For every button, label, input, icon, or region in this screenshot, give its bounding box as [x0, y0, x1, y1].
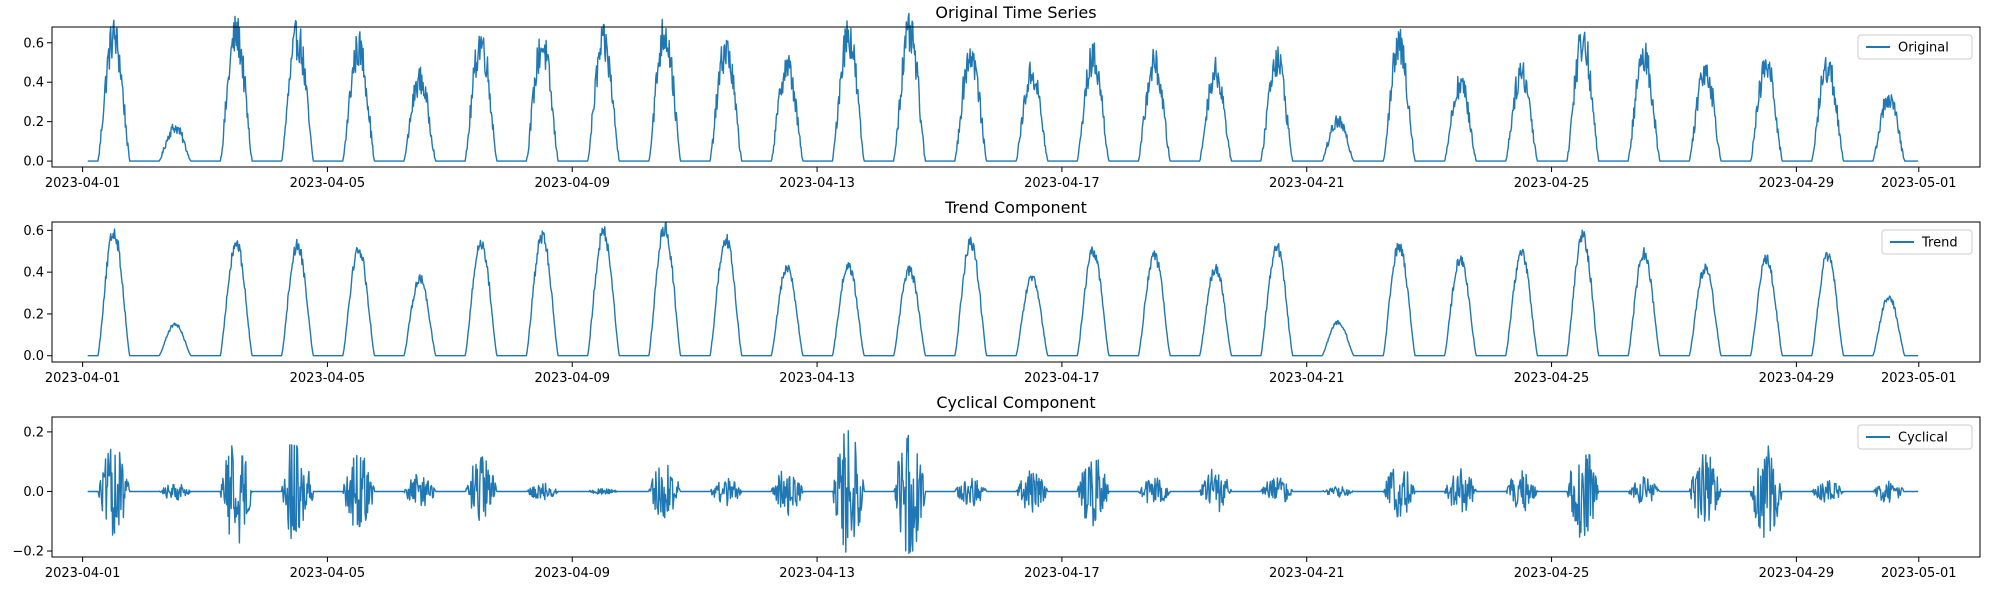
x-tick-label: 2023-04-17: [1024, 566, 1100, 581]
x-tick-label: 2023-04-13: [779, 176, 855, 191]
y-tick-label: −0.2: [12, 545, 44, 560]
x-tick-label: 2023-04-13: [779, 566, 855, 581]
x-tick-label: 2023-04-09: [534, 566, 610, 581]
legend-label: Trend: [1921, 236, 1958, 251]
y-tick-label: 0.6: [23, 36, 44, 51]
series-line-cyclical: [87, 430, 1919, 555]
x-tick-label: 2023-04-25: [1514, 371, 1590, 386]
subplot-1: Original Time Series 0.0 0.2 0.4 0.6 2023-04-…: [23, 3, 1981, 191]
legend-box: [1857, 424, 1973, 450]
x-tick-label: 2023-04-21: [1269, 176, 1345, 191]
legend-label: Cyclical: [1898, 431, 1948, 446]
x-tick-label: 2023-04-05: [290, 371, 366, 386]
x-tick-label: 2023-04-21: [1269, 371, 1345, 386]
y-tick-label: 0.4: [23, 76, 44, 91]
legend-box: [1881, 229, 1973, 255]
x-tick-label: 2023-04-01: [45, 176, 121, 191]
subplot-title: Cyclical Component: [936, 393, 1095, 412]
x-tick-label: 2023-04-01: [45, 566, 121, 581]
x-tick-label: 2023-04-21: [1269, 566, 1345, 581]
subplot-2: Trend Component 0.0 0.2 0.4 0.6 2023-04-01 202…: [23, 198, 1981, 386]
x-tick-label: 2023-04-01: [45, 371, 121, 386]
x-tick-label: 2023-04-17: [1024, 176, 1100, 191]
x-tick-label: 2023-04-13: [779, 371, 855, 386]
y-tick-label: 0.0: [23, 485, 44, 500]
x-tick-label: 2023-04-05: [290, 176, 366, 191]
x-tick-label: 2023-04-17: [1024, 371, 1100, 386]
x-tick-label: 2023-05-01: [1881, 566, 1957, 581]
x-tick-label: 2023-04-09: [534, 176, 610, 191]
y-tick-label: 0.2: [23, 115, 44, 130]
subplot-title: Original Time Series: [935, 3, 1096, 22]
y-tick-label: 0.4: [23, 266, 44, 281]
y-tick-label: 0.6: [23, 224, 44, 239]
x-tick-label: 2023-04-29: [1759, 566, 1835, 581]
subplot-3: Cyclical Component −0.2 0.0 0.2 2023-04-01 20…: [12, 393, 1981, 581]
subplot-title: Trend Component: [944, 198, 1087, 217]
x-tick-label: 2023-04-29: [1759, 371, 1835, 386]
axes-frame: [51, 26, 1981, 168]
y-tick-label: 0.0: [23, 155, 44, 170]
legend: Cyclical: [1857, 424, 1973, 450]
axes-frame: [51, 416, 1981, 558]
x-tick-label: 2023-04-29: [1759, 176, 1835, 191]
series-line-trend: [87, 221, 1919, 357]
x-tick-label: 2023-04-05: [290, 566, 366, 581]
x-tick-label: 2023-04-09: [534, 371, 610, 386]
x-tick-label: 2023-04-25: [1514, 566, 1590, 581]
legend-box: [1857, 34, 1973, 60]
y-tick-label: 0.2: [23, 307, 44, 322]
legend: Original: [1857, 34, 1973, 60]
x-tick-label: 2023-04-25: [1514, 176, 1590, 191]
y-tick-label: 0.2: [23, 425, 44, 440]
legend: Trend: [1881, 229, 1973, 255]
x-tick-label: 2023-05-01: [1881, 176, 1957, 191]
axes-frame: [51, 221, 1981, 363]
legend-label: Original: [1898, 41, 1949, 56]
y-tick-label: 0.0: [23, 349, 44, 364]
x-tick-label: 2023-05-01: [1881, 371, 1957, 386]
series-line-original: [87, 12, 1919, 162]
